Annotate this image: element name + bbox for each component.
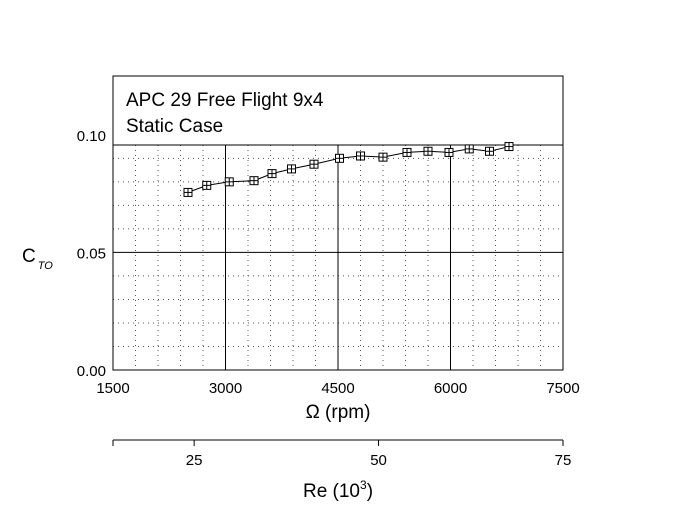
x-tick-label: 4500	[321, 380, 354, 397]
data-point	[423, 146, 433, 156]
data-point	[267, 169, 277, 179]
chart-title-line-1: APC 29 Free Flight 9x4	[126, 90, 324, 111]
y-axis-label: C TO	[22, 246, 53, 272]
y-axis: 0.00 0.05 0.10	[77, 128, 106, 380]
grid	[113, 134, 563, 370]
data-point	[378, 152, 388, 162]
re-axis-label-main: Re (10	[303, 481, 360, 502]
data-point	[402, 147, 412, 157]
data-point	[202, 180, 212, 190]
data-point	[356, 151, 365, 161]
title-box: APC 29 Free Flight 9x4 Static Case	[112, 75, 564, 146]
data-point	[504, 142, 514, 152]
re-tick-label: 25	[186, 452, 203, 469]
x-tick-label: 3000	[209, 380, 242, 397]
y-axis-label-main: C	[22, 246, 36, 267]
y-axis-label-subscript: TO	[38, 260, 54, 272]
data-point	[485, 146, 494, 156]
chart-title-line-2: Static Case	[126, 116, 223, 137]
series	[183, 142, 514, 197]
series-line	[187, 146, 510, 193]
x-tick-label: 1500	[96, 380, 129, 397]
re-axis: 25 50 75	[112, 439, 572, 469]
re-tick-label: 50	[370, 452, 387, 469]
y-tick-label: 0.10	[77, 128, 106, 145]
data-point	[249, 176, 259, 186]
re-axis-label-close: )	[367, 481, 373, 502]
x-tick-label: 7500	[546, 380, 579, 397]
re-tick-label: 75	[555, 452, 572, 469]
data-point	[309, 159, 319, 169]
data-point	[335, 153, 344, 163]
data-point	[464, 144, 474, 154]
y-tick-label: 0.05	[77, 245, 106, 262]
data-point	[287, 164, 296, 174]
data-point	[183, 187, 193, 197]
re-axis-label-exponent: 3	[360, 478, 367, 492]
data-point	[224, 177, 234, 187]
y-tick-label: 0.00	[77, 363, 106, 380]
data-point	[444, 147, 454, 157]
plot-frame	[112, 75, 564, 371]
re-axis-label: Re (103)	[303, 478, 373, 502]
x-axis-label: Ω (rpm)	[306, 402, 371, 423]
x-axis: 1500 3000 4500 6000 7500	[96, 380, 579, 397]
x-tick-label: 6000	[434, 380, 467, 397]
